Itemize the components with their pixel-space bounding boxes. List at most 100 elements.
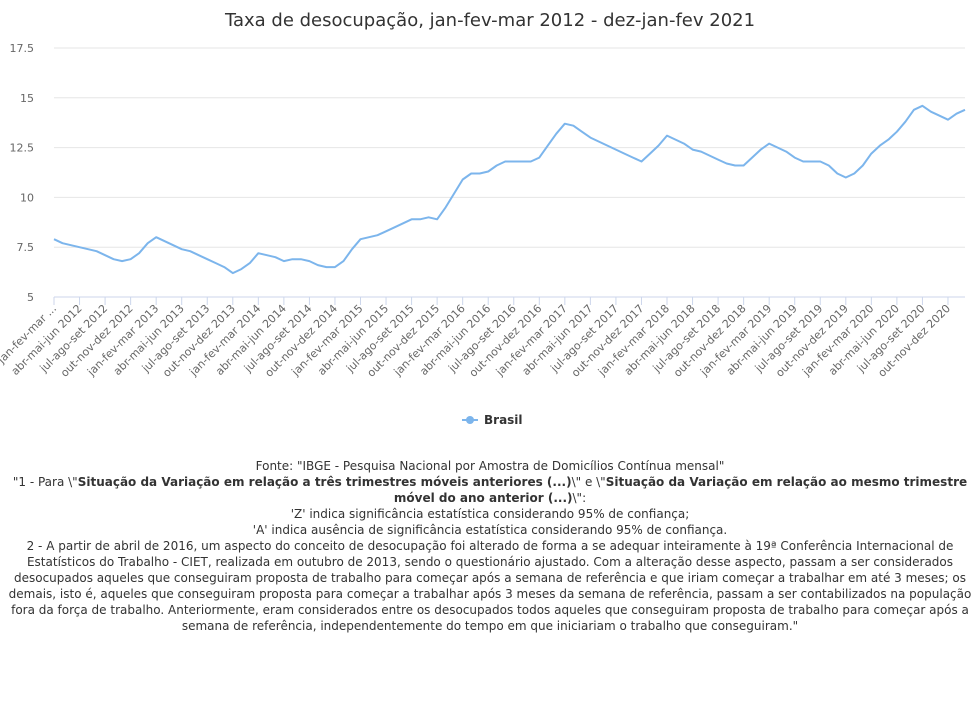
data-point[interactable] — [477, 170, 483, 176]
data-point[interactable] — [383, 228, 389, 234]
data-point[interactable] — [851, 170, 857, 176]
legend[interactable]: Brasil — [462, 413, 523, 427]
data-point[interactable] — [204, 256, 210, 262]
data-point[interactable] — [579, 129, 585, 135]
data-point[interactable] — [792, 155, 798, 161]
data-point[interactable] — [264, 252, 270, 258]
data-point[interactable] — [911, 107, 917, 113]
data-point[interactable] — [587, 135, 593, 141]
data-point[interactable] — [128, 256, 134, 262]
data-point[interactable] — [511, 159, 517, 165]
data-point[interactable] — [936, 113, 942, 119]
data-point[interactable] — [306, 258, 312, 264]
data-point[interactable] — [409, 216, 415, 222]
data-point[interactable] — [340, 258, 346, 264]
data-point[interactable] — [877, 143, 883, 149]
data-point[interactable] — [809, 159, 815, 165]
series-brasil[interactable] — [51, 103, 968, 276]
data-point[interactable] — [238, 266, 244, 272]
data-point[interactable] — [111, 256, 117, 262]
data-point[interactable] — [613, 147, 619, 153]
data-point[interactable] — [664, 133, 670, 139]
data-point[interactable] — [434, 216, 440, 222]
data-point[interactable] — [460, 176, 466, 182]
data-point[interactable] — [885, 137, 891, 143]
data-point[interactable] — [596, 139, 602, 145]
data-point[interactable] — [119, 258, 125, 264]
data-point[interactable] — [715, 157, 721, 163]
data-point[interactable] — [94, 248, 100, 254]
data-point[interactable] — [153, 234, 159, 240]
data-point[interactable] — [826, 163, 832, 169]
data-point[interactable] — [638, 159, 644, 165]
data-point[interactable] — [519, 159, 525, 165]
data-point[interactable] — [230, 270, 236, 276]
data-point[interactable] — [690, 147, 696, 153]
data-point[interactable] — [902, 119, 908, 125]
data-point[interactable] — [289, 256, 295, 262]
data-point[interactable] — [213, 260, 219, 266]
data-point[interactable] — [502, 159, 508, 165]
data-point[interactable] — [868, 151, 874, 157]
data-point[interactable] — [162, 238, 168, 244]
data-point[interactable] — [536, 155, 542, 161]
data-point[interactable] — [673, 137, 679, 143]
data-point[interactable] — [485, 169, 491, 175]
data-point[interactable] — [315, 262, 321, 268]
data-point[interactable] — [919, 103, 925, 109]
data-point[interactable] — [494, 163, 500, 169]
data-point[interactable] — [843, 174, 849, 180]
data-point[interactable] — [928, 109, 934, 115]
data-point[interactable] — [655, 143, 661, 149]
data-point[interactable] — [426, 214, 432, 220]
data-point[interactable] — [468, 170, 474, 176]
data-point[interactable] — [417, 216, 423, 222]
data-point[interactable] — [860, 163, 866, 169]
data-point[interactable] — [392, 224, 398, 230]
data-point[interactable] — [451, 190, 457, 196]
data-point[interactable] — [332, 264, 338, 270]
data-point[interactable] — [187, 248, 193, 254]
data-point[interactable] — [621, 151, 627, 157]
data-point[interactable] — [85, 246, 91, 252]
data-point[interactable] — [630, 155, 636, 161]
data-point[interactable] — [179, 246, 185, 252]
data-point[interactable] — [281, 258, 287, 264]
data-point[interactable] — [800, 159, 806, 165]
data-point[interactable] — [247, 260, 253, 266]
data-point[interactable] — [77, 244, 83, 250]
data-point[interactable] — [443, 204, 449, 210]
data-point[interactable] — [255, 250, 261, 256]
data-point[interactable] — [758, 147, 764, 153]
data-point[interactable] — [375, 232, 381, 238]
data-point[interactable] — [698, 149, 704, 155]
data-point[interactable] — [945, 117, 951, 123]
data-point[interactable] — [775, 145, 781, 151]
data-point[interactable] — [102, 252, 108, 258]
data-point[interactable] — [766, 141, 772, 147]
data-point[interactable] — [196, 252, 202, 258]
data-point[interactable] — [707, 153, 713, 159]
data-point[interactable] — [570, 123, 576, 129]
data-point[interactable] — [562, 121, 568, 127]
data-point[interactable] — [817, 159, 823, 165]
data-point[interactable] — [272, 254, 278, 260]
data-point[interactable] — [553, 131, 559, 137]
data-point[interactable] — [783, 149, 789, 155]
data-point[interactable] — [298, 256, 304, 262]
data-point[interactable] — [136, 250, 142, 256]
data-point[interactable] — [366, 234, 372, 240]
data-point[interactable] — [732, 163, 738, 169]
data-point[interactable] — [962, 107, 968, 113]
data-point[interactable] — [647, 151, 653, 157]
data-point[interactable] — [51, 236, 57, 242]
data-point[interactable] — [741, 163, 747, 169]
data-point[interactable] — [400, 220, 406, 226]
legend-item-brasil[interactable]: Brasil — [484, 413, 523, 427]
data-point[interactable] — [60, 240, 66, 246]
data-point[interactable] — [68, 242, 74, 248]
data-point[interactable] — [349, 246, 355, 252]
data-point[interactable] — [953, 111, 959, 117]
series-line-brasil[interactable] — [53, 104, 966, 275]
data-point[interactable] — [681, 141, 687, 147]
